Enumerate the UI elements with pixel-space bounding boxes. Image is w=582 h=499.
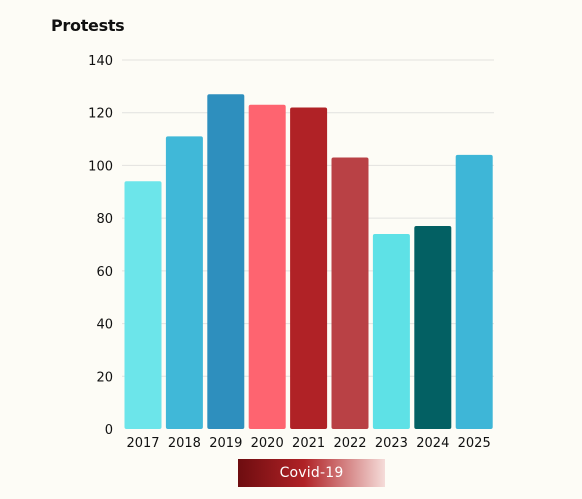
bar-2022 [331, 157, 369, 429]
bar-2017 [124, 181, 162, 429]
x-tick-label: 2020 [251, 436, 284, 451]
x-tick-label: 2024 [416, 436, 449, 451]
y-tick-label: 100 [88, 159, 113, 174]
y-tick-label: 60 [96, 265, 113, 280]
x-tick-label: 2023 [375, 436, 408, 451]
bar-2023 [372, 233, 410, 429]
x-tick-label: 2021 [292, 436, 325, 451]
bar-2020 [248, 104, 286, 430]
y-tick-label: 20 [96, 370, 113, 385]
x-tick-label: 2025 [458, 436, 491, 451]
x-axis-ticks: 2017 2018 2019 2020 2021 2022 2023 2024 2025 [126, 436, 490, 451]
y-axis-ticks: 0 20 40 60 80 100 120 140 [88, 54, 113, 438]
x-tick-label: 2022 [333, 436, 366, 451]
bar-2019 [207, 94, 245, 429]
y-tick-label: 80 [96, 212, 113, 227]
y-tick-label: 120 [88, 107, 113, 122]
bar-2021 [290, 107, 328, 429]
y-tick-label: 140 [88, 54, 113, 69]
covid-legend-badge: Covid-19 [238, 459, 385, 487]
y-tick-label: 40 [96, 318, 113, 333]
bar-2024 [414, 226, 452, 429]
bar-2025 [455, 154, 493, 429]
x-tick-label: 2018 [168, 436, 201, 451]
bars [124, 94, 493, 430]
x-tick-label: 2019 [209, 436, 242, 451]
x-tick-label: 2017 [126, 436, 159, 451]
y-axis-title: Protests [51, 16, 125, 35]
y-tick-label: 0 [105, 423, 113, 438]
legend-label: Covid-19 [279, 465, 344, 481]
bar-2018 [165, 136, 203, 429]
